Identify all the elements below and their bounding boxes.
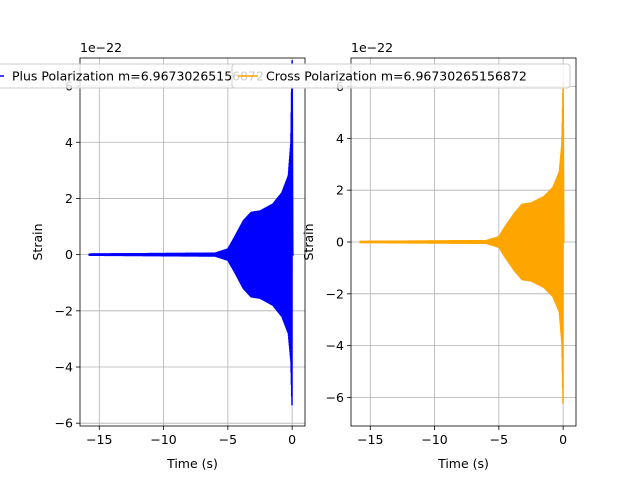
y-tick-label: −2: [55, 303, 73, 318]
y-tick-label: 2: [65, 191, 73, 206]
y-tick-label: −6: [326, 390, 344, 405]
y-tick-label: −6: [55, 416, 73, 431]
y-tick-label: −2: [326, 286, 344, 301]
y-tick-label: 4: [336, 131, 344, 146]
x-tick-label: 0: [559, 432, 567, 447]
x-tick-label: 0: [288, 432, 296, 447]
x-tick-label: −15: [357, 432, 383, 447]
series-ffa500: [359, 83, 565, 404]
axes-frame: [79, 57, 306, 427]
x-tick-label: −15: [86, 432, 112, 447]
y-axis-label: Strain: [30, 223, 45, 260]
legend-label: Cross Polarization m=6.96730265156872: [266, 69, 527, 84]
legend-frame: [231, 63, 571, 89]
y-tick-label: 4: [65, 135, 73, 150]
legend-cross: Cross Polarization m=6.96730265156872: [231, 63, 571, 89]
legend-plus: Plus Polarization m=6.96730265156872: [0, 63, 309, 89]
x-axis-label: Time (s): [437, 456, 489, 471]
y-tick-label: 0: [336, 235, 344, 250]
offset-text: 1e−22: [351, 40, 393, 55]
y-axis-label: Strain: [301, 223, 316, 260]
y-tick-label: 0: [65, 247, 73, 262]
legends-layer: Plus Polarization m=6.96730265156872 Cros…: [0, 63, 571, 89]
legend-label: Plus Polarization m=6.96730265156872: [12, 69, 264, 84]
y-tick-label: −4: [55, 360, 73, 375]
x-tick-label: −10: [421, 432, 447, 447]
charts-layer: −15−10−50−6−4−20246Time (s)Strain1e−22−1…: [30, 40, 577, 471]
series-0000ff: [88, 60, 294, 406]
offset-text: 1e−22: [80, 40, 122, 55]
x-tick-label: −10: [150, 432, 176, 447]
y-tick-label: 2: [336, 183, 344, 198]
y-tick-label: −4: [326, 338, 344, 353]
x-tick-label: −5: [219, 432, 237, 447]
x-axis-label: Time (s): [166, 456, 218, 471]
x-tick-label: −5: [490, 432, 508, 447]
